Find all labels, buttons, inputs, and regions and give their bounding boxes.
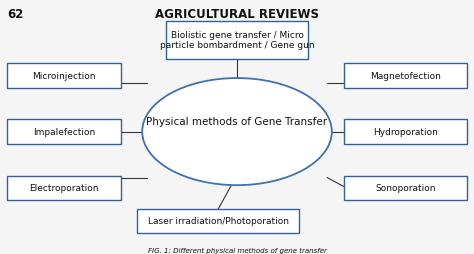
FancyBboxPatch shape	[344, 120, 467, 144]
FancyBboxPatch shape	[7, 176, 121, 200]
Text: Biolistic gene transfer / Micro
particle bombardment / Gene gun: Biolistic gene transfer / Micro particle…	[160, 31, 314, 50]
FancyBboxPatch shape	[344, 176, 467, 200]
Text: Magnetofection: Magnetofection	[370, 72, 441, 81]
Ellipse shape	[142, 79, 332, 185]
FancyBboxPatch shape	[344, 64, 467, 88]
Text: 62: 62	[7, 8, 24, 21]
Text: Electroporation: Electroporation	[29, 183, 99, 193]
Text: Microinjection: Microinjection	[32, 72, 96, 81]
Text: AGRICULTURAL REVIEWS: AGRICULTURAL REVIEWS	[155, 8, 319, 21]
FancyBboxPatch shape	[7, 64, 121, 88]
Text: FIG. 1: Different physical methods of gene transfer: FIG. 1: Different physical methods of ge…	[147, 247, 327, 253]
FancyBboxPatch shape	[166, 22, 308, 60]
Text: Impalefection: Impalefection	[33, 128, 95, 137]
FancyBboxPatch shape	[7, 120, 121, 144]
Text: Laser irradiation/Photoporation: Laser irradiation/Photoporation	[147, 216, 289, 226]
Text: Sonoporation: Sonoporation	[375, 183, 436, 193]
Text: Hydroporation: Hydroporation	[373, 128, 438, 137]
Text: Physical methods of Gene Transfer: Physical methods of Gene Transfer	[146, 117, 328, 127]
FancyBboxPatch shape	[137, 209, 299, 233]
